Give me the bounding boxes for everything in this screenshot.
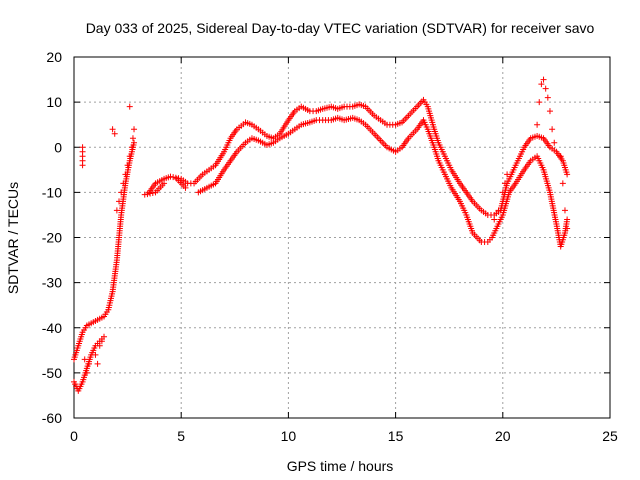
data-point <box>564 216 571 223</box>
data-point <box>564 225 571 232</box>
plot-frame <box>73 56 611 419</box>
data-point <box>167 173 174 180</box>
data-point <box>79 162 86 169</box>
x-tick-label: 0 <box>70 428 78 444</box>
data-point <box>144 191 151 198</box>
data-point <box>94 360 101 367</box>
data-point <box>564 171 571 178</box>
y-tick-label: -20 <box>42 230 62 246</box>
data-point <box>170 174 177 181</box>
data-point <box>559 180 566 187</box>
y-tick-label: 20 <box>46 49 62 65</box>
data-point <box>109 126 116 133</box>
data-point <box>172 174 179 181</box>
data-point <box>126 153 133 160</box>
data-point <box>544 94 551 101</box>
y-tick-label: -40 <box>42 320 62 336</box>
data-point <box>81 356 88 363</box>
data-point <box>536 99 543 106</box>
x-axis-label: GPS time / hours <box>287 458 394 474</box>
data-point <box>116 198 123 205</box>
data-point <box>538 81 545 88</box>
data-point <box>557 153 564 160</box>
x-tick-label: 25 <box>602 428 618 444</box>
y-tick-label: -30 <box>42 275 62 291</box>
data-point <box>147 190 154 197</box>
tick-labels: 0 5 10 15 20 25 -60 -50 -40 -30 -20 -10 0 10 20 <box>42 49 618 444</box>
data-point <box>149 189 156 196</box>
data-point <box>120 180 127 187</box>
data-point <box>111 130 118 137</box>
data-point <box>546 108 553 115</box>
data-point <box>131 126 138 133</box>
data-point <box>92 351 99 358</box>
data-point <box>101 333 108 340</box>
data-point <box>83 369 90 376</box>
data-point <box>113 207 120 214</box>
data-point <box>129 135 136 142</box>
x-tick-label: 20 <box>495 428 511 444</box>
data-point <box>126 103 133 110</box>
y-tick-label: -50 <box>42 365 62 381</box>
data-point <box>96 342 103 349</box>
data-point <box>499 189 506 196</box>
data-points <box>71 76 571 394</box>
data-point <box>86 360 93 367</box>
data-point <box>495 207 502 214</box>
data-point <box>504 171 511 178</box>
data-point <box>549 126 556 133</box>
data-point <box>124 162 131 169</box>
data-point <box>161 180 168 187</box>
chart-title: Day 033 of 2025, Sidereal Day-to-day VTE… <box>86 20 595 36</box>
y-tick-label: -10 <box>42 184 62 200</box>
grid-lines <box>74 57 610 418</box>
y-tick-label: 10 <box>46 94 62 110</box>
data-point <box>131 139 138 146</box>
data-point <box>501 180 508 187</box>
data-point <box>542 85 549 92</box>
x-tick-label: 5 <box>177 428 185 444</box>
y-tick-label: -60 <box>42 410 62 426</box>
y-tick-label: 0 <box>54 139 62 155</box>
data-point <box>98 338 105 345</box>
data-point <box>551 139 558 146</box>
x-tick-label: 10 <box>281 428 297 444</box>
x-tick-label: 15 <box>388 428 404 444</box>
y-axis-label: SDTVAR / TECUs <box>5 182 21 294</box>
data-point <box>128 144 135 151</box>
data-point <box>534 121 541 128</box>
axes <box>73 56 611 419</box>
data-point <box>118 189 125 196</box>
data-point <box>141 191 148 198</box>
data-point <box>540 76 547 83</box>
data-point <box>182 184 189 191</box>
data-point <box>122 171 129 178</box>
data-point <box>491 216 498 223</box>
data-point <box>561 207 568 214</box>
